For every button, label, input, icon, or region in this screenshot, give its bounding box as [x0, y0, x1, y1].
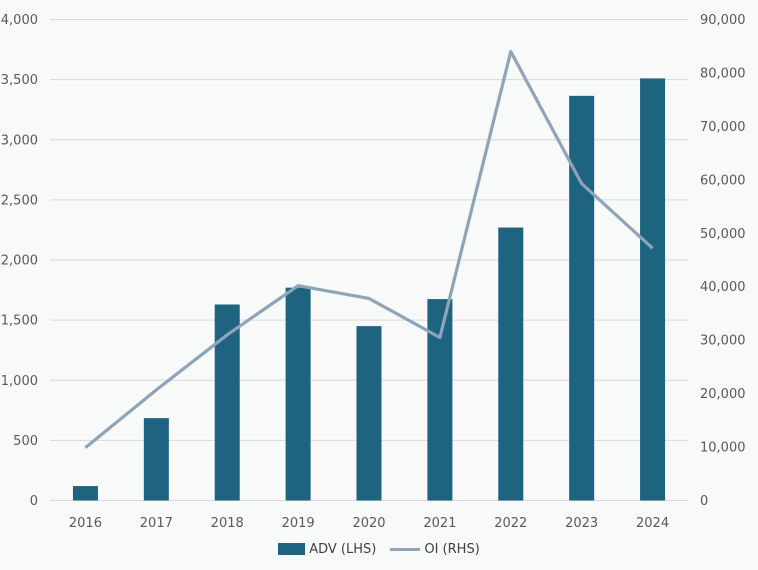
x-axis-tick-label: 2021	[423, 516, 456, 531]
y-axis-left-tick-label: 2,000	[1, 254, 38, 269]
x-axis-tick-label: 2016	[69, 516, 102, 531]
y-axis-left-tick-label: 0	[30, 494, 38, 509]
adv-bar	[214, 304, 240, 501]
x-axis-tick-label: 2017	[140, 516, 173, 531]
y-axis-right-tick-label: 20,000	[700, 387, 746, 402]
legend-item-oi: OI (RHS)	[390, 541, 480, 557]
y-axis-left-tick-label: 1,500	[1, 314, 38, 329]
adv-bar	[285, 287, 311, 501]
y-axis-right-tick-label: 80,000	[700, 66, 746, 81]
adv-bar-swatch	[278, 543, 306, 555]
adv-bar	[498, 227, 524, 501]
oi-line	[84, 49, 654, 449]
y-axis-right-tick-label: 70,000	[700, 120, 746, 135]
combo-chart-plot: 0 500 1,000 1,500 2,000 2,500 3,000 3,500 4,000 0…	[1, 13, 746, 531]
y-axis-right-tick-label: 10,000	[700, 441, 746, 456]
y-axis-right-tick-label: 30,000	[700, 334, 746, 349]
oi-legend-label: OI (RHS)	[424, 541, 480, 557]
adv-bar	[143, 418, 169, 501]
chart-legend: ADV (LHS) OI (RHS)	[0, 538, 758, 560]
adv-bar	[72, 486, 98, 501]
y-axis-right-tick-label: 60,000	[700, 173, 746, 188]
y-axis-left-tick-label: 2,500	[1, 193, 38, 208]
y-axis-right-tick-label: 50,000	[700, 227, 746, 242]
x-axis-tick-label: 2018	[211, 516, 244, 531]
oi-line-swatch	[390, 547, 421, 551]
y-axis-right-tick-label: 40,000	[700, 280, 746, 295]
x-axis-tick-label: 2020	[352, 516, 385, 531]
adv-bar	[427, 299, 453, 501]
adv-bar	[356, 326, 382, 501]
y-axis-left-tick-label: 3,000	[1, 133, 38, 148]
adv-bar	[640, 78, 666, 501]
adv-bar	[569, 95, 595, 501]
y-axis-left-tick-label: 500	[13, 434, 38, 449]
y-axis-right-tick-label: 0	[700, 494, 708, 509]
y-axis-left-tick-label: 1,000	[1, 374, 38, 389]
y-axis-left-tick-label: 3,500	[1, 73, 38, 88]
legend-item-adv: ADV (LHS)	[278, 542, 376, 557]
y-axis-right-tick-label: 90,000	[700, 13, 746, 28]
x-axis-tick-label: 2023	[565, 516, 598, 531]
x-axis-tick-label: 2019	[282, 516, 315, 531]
y-axis-left-tick-label: 4,000	[1, 13, 38, 28]
x-axis-tick-label: 2022	[494, 516, 527, 531]
adv-legend-label: ADV (LHS)	[309, 541, 377, 557]
x-axis-tick-label: 2024	[636, 516, 669, 531]
